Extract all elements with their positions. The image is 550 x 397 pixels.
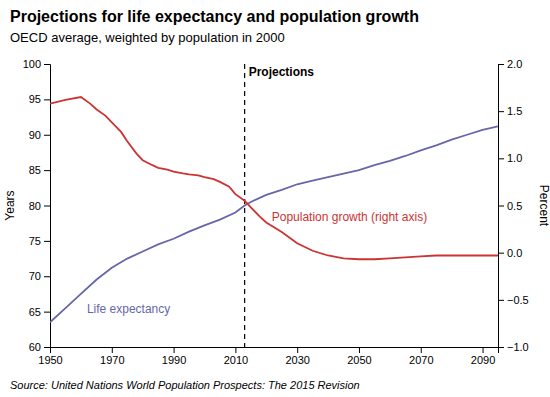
tick-label: 1990	[162, 354, 186, 366]
tick: 0.0	[498, 247, 522, 259]
tick-label: 2090	[471, 354, 495, 366]
tick-mark	[174, 347, 175, 353]
tick: 1.0	[498, 152, 522, 164]
tick-mark	[498, 206, 504, 207]
series-line	[50, 97, 498, 259]
tick-label: 2050	[347, 354, 371, 366]
y2-axis: −1.0 −0.5 0.0 0.5 1.0 1.5 2.0	[498, 58, 529, 353]
tick: 2050	[347, 347, 371, 366]
annotation: Projections	[249, 65, 315, 79]
tick-label: 2010	[224, 354, 248, 366]
tick-label: 100	[23, 58, 41, 70]
tick-label: 65	[29, 306, 41, 318]
subtitle: OECD average, weighted by population in …	[10, 30, 285, 45]
tick-label: 1.0	[507, 152, 522, 164]
tick-mark	[112, 347, 113, 353]
tick-mark	[483, 347, 484, 353]
source: Source: United Nations World Population …	[10, 379, 360, 391]
title: Projections for life expectancy and popu…	[10, 8, 419, 25]
series-label: Life expectancy	[87, 302, 170, 316]
tick: 1950	[38, 347, 62, 366]
tick-label: −1.0	[507, 341, 529, 353]
x-axis: 1950 1970 1990 2010 2030 2050 2070 2090	[38, 347, 498, 366]
tick-mark	[359, 347, 360, 353]
tick: 2.0	[498, 58, 522, 70]
series-line	[50, 126, 498, 322]
tick-label: −0.5	[507, 294, 529, 306]
tick: 1990	[162, 347, 186, 366]
tick-mark	[498, 64, 504, 65]
tick-mark	[235, 347, 236, 353]
axis-line	[51, 348, 499, 354]
tick-mark	[44, 347, 50, 348]
y-axis: 60 65 70 75 80 85 90 95 100	[23, 58, 51, 353]
tick-label: 80	[29, 200, 41, 212]
tick-label: 2.0	[507, 58, 522, 70]
tick: 1.5	[498, 105, 522, 117]
tick-label: 0.0	[507, 247, 522, 259]
tick-label: 70	[29, 270, 41, 282]
tick-mark	[44, 135, 50, 136]
tick: 70	[29, 270, 50, 282]
tick-label: 2030	[285, 354, 309, 366]
tick: 2090	[471, 347, 495, 366]
tick-label: 1970	[100, 354, 124, 366]
tick: 2070	[409, 347, 433, 366]
tick-mark	[421, 347, 422, 353]
plot-area	[50, 64, 498, 347]
tick-label: 60	[29, 341, 41, 353]
tick-label: 0.5	[507, 200, 522, 212]
tick: 85	[29, 164, 50, 176]
tick: −0.5	[498, 294, 529, 306]
tick-label: 95	[29, 93, 41, 105]
tick-mark	[498, 253, 504, 254]
tick: 75	[29, 235, 50, 247]
tick: 2030	[285, 347, 309, 366]
tick-mark	[44, 99, 50, 100]
series-label: Population growth (right axis)	[272, 210, 427, 224]
tick-mark	[498, 300, 504, 301]
y2-axis-title: Percent	[537, 185, 550, 227]
tick-mark	[44, 206, 50, 207]
tick: 95	[29, 93, 50, 105]
tick-mark	[498, 347, 504, 348]
tick-mark	[44, 241, 50, 242]
tick-label: 1.5	[507, 105, 522, 117]
y-axis-title: Years	[3, 190, 17, 220]
tick-label: 2070	[409, 354, 433, 366]
tick-mark	[498, 158, 504, 159]
axis-line	[499, 65, 505, 348]
tick: 100	[23, 58, 50, 70]
tick: 0.5	[498, 200, 522, 212]
tick-mark	[297, 347, 298, 353]
tick-label: 85	[29, 164, 41, 176]
tick: 80	[29, 200, 50, 212]
tick-mark	[44, 64, 50, 65]
tick-mark	[44, 170, 50, 171]
tick: 60	[29, 341, 50, 353]
tick-label: 90	[29, 129, 41, 141]
axis-line	[44, 65, 51, 348]
labels: Life expectancy Population growth (right …	[3, 8, 550, 391]
tick: 65	[29, 306, 50, 318]
tick-mark	[44, 276, 50, 277]
tick-mark	[44, 312, 50, 313]
tick: 1970	[100, 347, 124, 366]
tick-mark	[498, 111, 504, 112]
tick-label: 1950	[38, 354, 62, 366]
chart: 1950 1970 1990 2010 2030 2050 2070 2090 60 65 70 75…	[0, 0, 550, 397]
tick: 2010	[224, 347, 248, 366]
tick-label: 75	[29, 235, 41, 247]
tick: −1.0	[498, 341, 529, 353]
tick: 90	[29, 129, 50, 141]
